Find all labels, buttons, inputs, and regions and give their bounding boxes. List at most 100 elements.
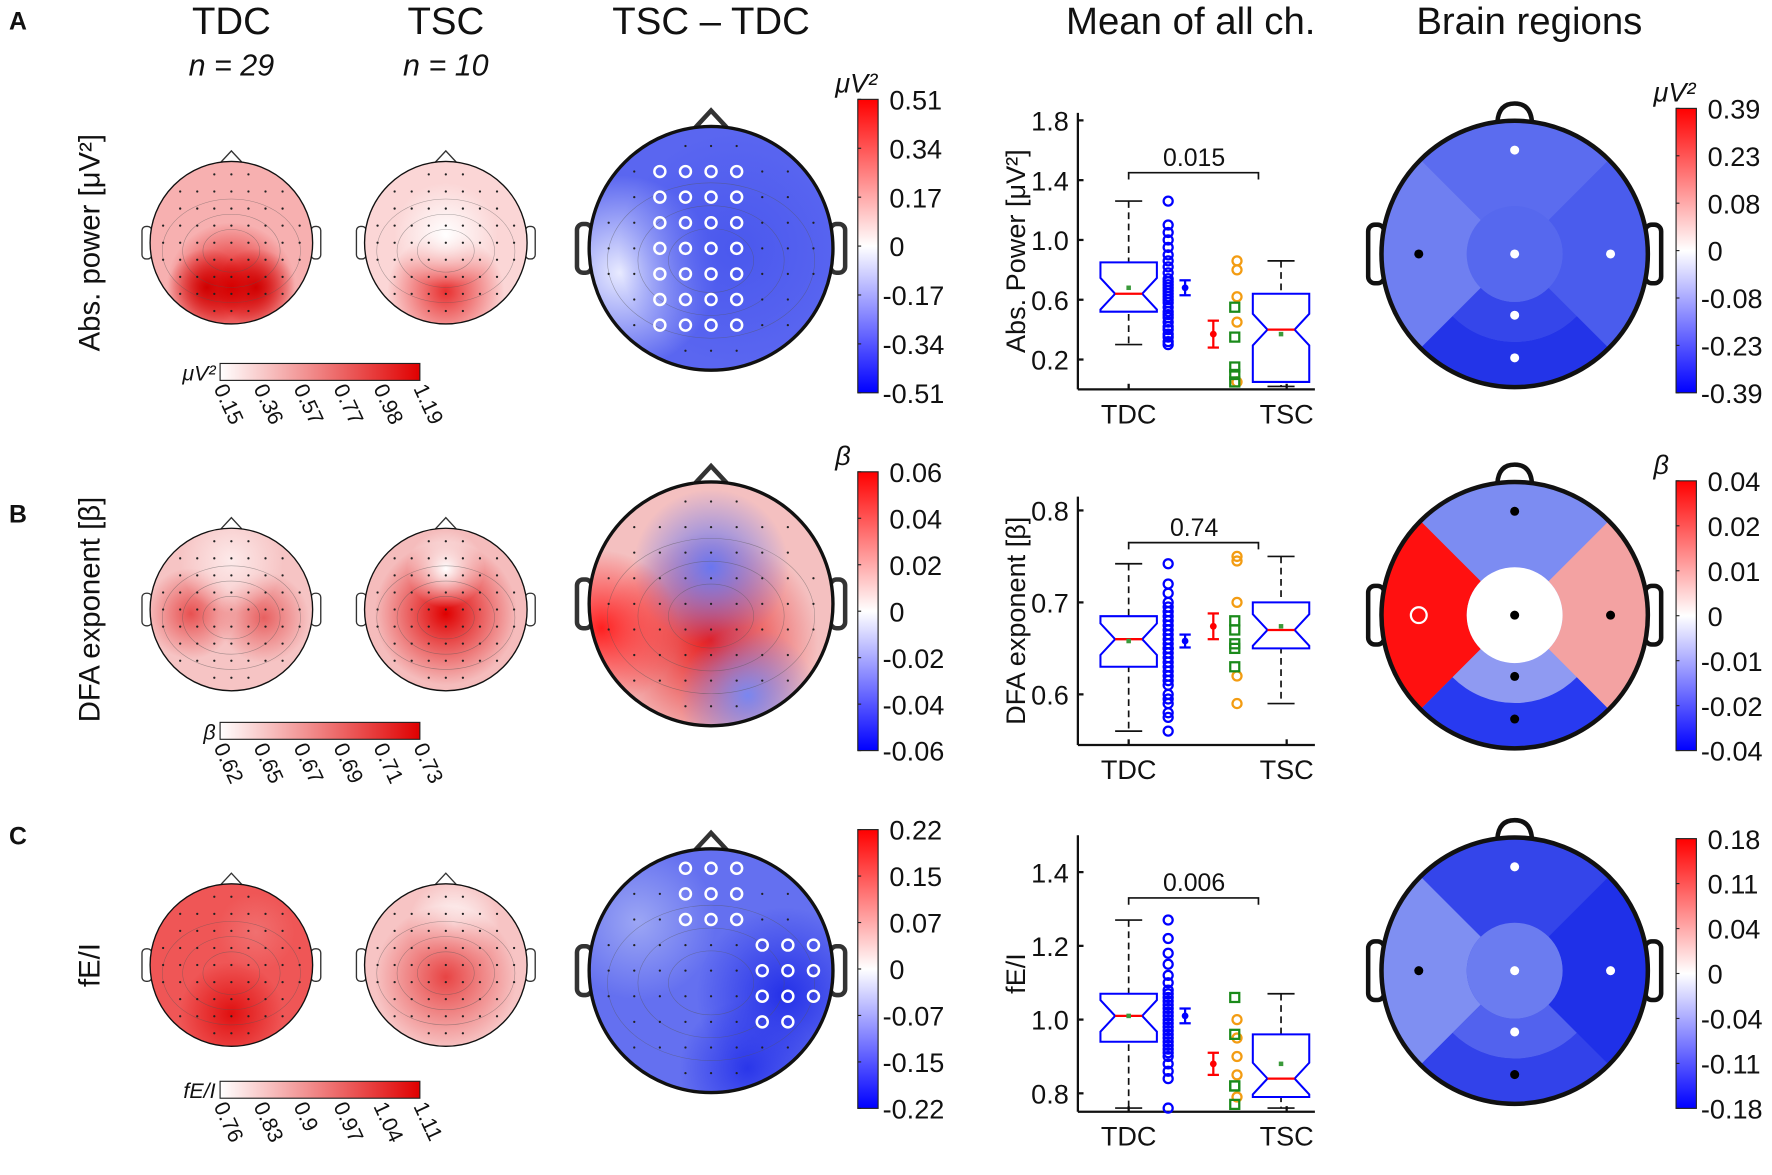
region-marker [1606, 610, 1616, 620]
electrode-dot [461, 241, 465, 244]
electrode-dot [786, 247, 789, 250]
electrode-dot [213, 309, 216, 313]
electrode-dot [461, 946, 465, 950]
nose-icon [1495, 462, 1535, 484]
header-tsc: TSC [407, 0, 484, 43]
colorbar [219, 1080, 421, 1099]
colorbar-tick-label: 0.62 [209, 739, 248, 787]
electrode-dot [812, 247, 815, 250]
region-right-temporal [1548, 520, 1648, 710]
electrode-dot [247, 275, 250, 278]
electrode-dot [786, 679, 789, 682]
electrode-dot [196, 625, 199, 628]
electrode-dot [495, 642, 499, 645]
electrode-dot [196, 963, 199, 967]
colorbar-tick-label: 0.34 [889, 133, 942, 164]
tsc-data-point-green [1229, 1098, 1241, 1111]
region-marker [1510, 145, 1520, 155]
significant-electrode [806, 963, 821, 978]
electrode-dot [633, 525, 636, 529]
x-tick-label: TDC [1101, 398, 1157, 429]
electrode-dot [478, 591, 482, 594]
electrode-dot [684, 705, 687, 708]
colorbar-tick-label: 1.04 [369, 1098, 408, 1146]
electrode-dot [735, 969, 738, 972]
significant-electrode [781, 1015, 795, 1029]
region-marker [1510, 1070, 1520, 1080]
electrode-dot [461, 275, 465, 278]
electrode-dot [684, 679, 687, 682]
colorbar-tick-label: 0.11 [1708, 869, 1759, 900]
tsc-data-point-orange [1231, 555, 1243, 567]
contour-line [202, 596, 261, 640]
electrode-dot [179, 258, 182, 261]
electrode-dot [684, 943, 687, 947]
colorbar-tick-label: 0 [1708, 236, 1723, 267]
region-marker [1606, 249, 1616, 259]
significant-electrode [678, 861, 693, 876]
electrode-dot [410, 963, 413, 967]
electrode-dot [478, 929, 482, 933]
electrode-dot [393, 659, 396, 662]
electrode-dot [761, 170, 764, 173]
tdc-data-point [1162, 331, 1174, 343]
electrode-dot [478, 608, 482, 611]
electrode-dot [410, 241, 413, 244]
electrode-dot [461, 608, 465, 611]
electrode-dot [281, 258, 284, 261]
panel-letter: A [9, 8, 27, 35]
electrode-dot [179, 659, 182, 662]
electrode-dot [607, 969, 610, 972]
contour-line [202, 951, 261, 995]
electrode-dot [281, 1015, 284, 1018]
y-tick-label: 1.0 [1031, 1005, 1069, 1036]
group-colorbar: fE/I0.76 0.83 0.9 0.97 1.04 1.11 [183, 1079, 447, 1146]
tdc-data-point [1162, 958, 1174, 970]
tdc-data-point [1162, 693, 1174, 705]
electrode-dot [393, 998, 396, 1001]
region-marker [1510, 610, 1520, 620]
colorbar-tick-label: -0.08 [1701, 283, 1763, 314]
significant-electrode [755, 1015, 769, 1029]
head-outline [149, 527, 314, 692]
electrode-dot [633, 577, 636, 580]
electrode-dot [444, 963, 447, 967]
electrode-dot [230, 1015, 233, 1018]
topo-map [589, 481, 833, 726]
colorbar-tick-label: 1.11 [409, 1098, 448, 1145]
electrode-dot [230, 591, 233, 594]
electrode-dot [213, 963, 216, 967]
electrode-dot [461, 190, 465, 193]
electrode-dot [786, 918, 789, 921]
electrode-dot [495, 557, 499, 560]
colorbar [219, 362, 421, 381]
tsc-data-point-orange [1231, 1091, 1243, 1103]
y-axis-label: fE/I [1000, 953, 1031, 994]
electrode-dot [607, 628, 610, 631]
electrode-dot [247, 557, 250, 560]
electrode-dot [495, 224, 499, 227]
region-right-temporal [1548, 876, 1648, 1065]
electrode-dot [461, 309, 465, 313]
significant-electrode [806, 938, 821, 952]
head-outline [587, 480, 835, 728]
x-tick-label: TSC [1260, 754, 1314, 785]
electrode-dot [179, 557, 182, 560]
electrode-dot [410, 608, 413, 611]
nose-icon [1495, 101, 1535, 123]
significant-electrode [678, 887, 693, 901]
colorbar-unit: μV² [1652, 77, 1696, 108]
electrode-dot [393, 980, 396, 984]
electrode-dot [196, 241, 199, 244]
significant-electrode [678, 216, 693, 230]
tsc-data-point-orange [1231, 1013, 1243, 1026]
electrode-dot [281, 946, 284, 950]
electrode-dot [298, 241, 301, 244]
tdc-mean-dot [1181, 1012, 1189, 1020]
header-tdc-n: n = 29 [189, 49, 275, 83]
colorbar-tick-label: 0 [889, 596, 904, 627]
electrode-dot [786, 272, 789, 276]
electrode-dot [495, 929, 499, 933]
colorbar-tick-label: 0.08 [1708, 188, 1761, 219]
